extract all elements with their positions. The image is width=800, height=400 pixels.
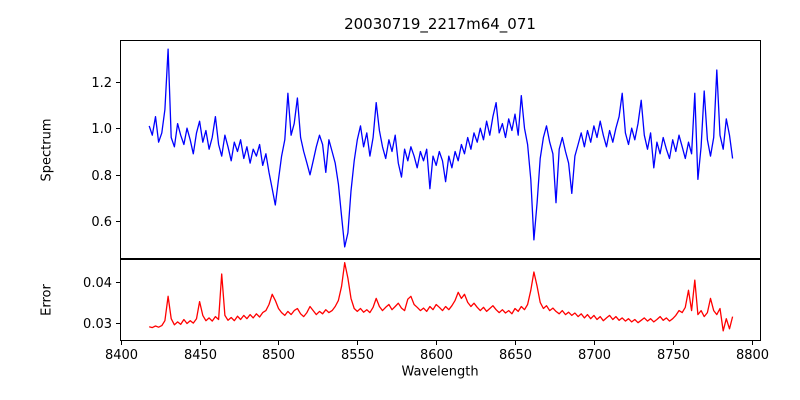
x-tick-label: 8450 (184, 348, 217, 363)
wavelength-x-axis-label: Wavelength (401, 364, 479, 380)
x-tick-label: 8400 (105, 348, 138, 363)
error-line (149, 262, 734, 332)
y-tick-label: 1.2 (91, 76, 112, 91)
y-tick-label: 0.6 (91, 215, 112, 230)
x-tick-label: 8700 (578, 348, 611, 363)
y-tick-label: 0.03 (83, 317, 112, 332)
panel-border (120, 259, 761, 341)
spectrum-line (148, 48, 734, 248)
x-tick-label: 8800 (736, 348, 769, 363)
x-tick-label: 8600 (420, 348, 453, 363)
chart-title: 20030719_2217m64_071 (344, 15, 536, 33)
x-tick-label: 8750 (657, 348, 690, 363)
x-tick-label: 8500 (262, 348, 295, 363)
y-tick-label: 1.0 (91, 122, 112, 137)
panel-border (120, 40, 761, 259)
y-tick-label: 0.8 (91, 169, 112, 184)
x-tick-label: 8650 (499, 348, 532, 363)
x-tick-label: 8550 (341, 348, 374, 363)
y-tick-label: 0.04 (83, 276, 112, 291)
